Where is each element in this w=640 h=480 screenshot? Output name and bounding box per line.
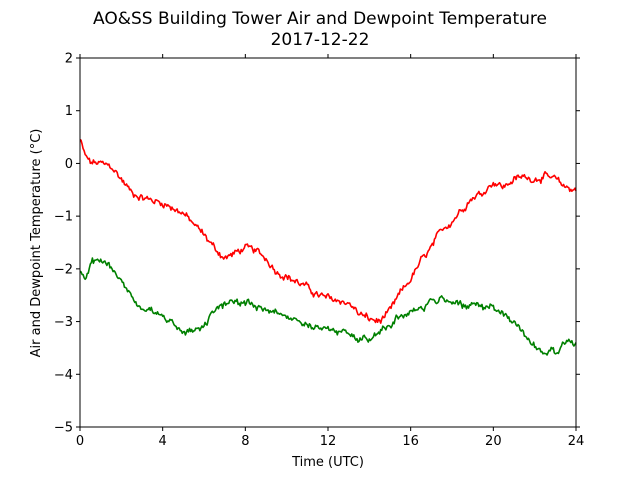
chart-subtitle: 2017-12-22	[271, 30, 370, 50]
y-tick-label: −4	[54, 368, 73, 383]
dewpoint-temperature-line	[79, 257, 577, 356]
y-axis: 2 1 0 −1 −2 −3 −4 −5	[54, 52, 580, 436]
x-tick-label: 20	[485, 434, 502, 449]
x-axis-label: Time (UTC)	[291, 455, 364, 470]
chart-title: AO&SS Building Tower Air and Dewpoint Te…	[93, 9, 547, 29]
series-layer	[79, 138, 577, 356]
air-temperature-line	[79, 138, 577, 324]
y-tick-label: 0	[65, 157, 73, 172]
plot-frame	[79, 57, 577, 428]
x-tick-label: 24	[568, 434, 585, 449]
x-tick-label: 4	[159, 434, 167, 449]
x-tick-label: 8	[241, 434, 249, 449]
x-axis: 0 4 8 12 16 20 24	[76, 54, 584, 449]
x-tick-label: 16	[402, 434, 419, 449]
y-tick-label: −3	[54, 315, 73, 330]
y-tick-label: −2	[54, 262, 73, 277]
y-tick-label: −5	[54, 421, 73, 436]
x-tick-label: 12	[320, 434, 337, 449]
x-tick-label: 0	[76, 434, 84, 449]
y-axis-label: Air and Dewpoint Temperature (°C)	[29, 129, 44, 358]
y-tick-label: 2	[65, 52, 73, 67]
y-tick-label: −1	[54, 210, 73, 225]
y-tick-label: 1	[65, 104, 73, 119]
